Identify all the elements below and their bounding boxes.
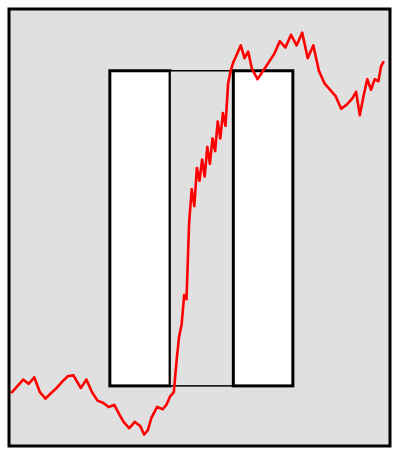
data-point <box>229 69 232 73</box>
data-point <box>49 391 53 395</box>
data-point <box>334 94 337 98</box>
data-point <box>379 65 383 68</box>
data-point <box>168 395 172 398</box>
left-box <box>108 69 172 388</box>
data-point <box>362 94 365 98</box>
data-point <box>247 50 250 53</box>
data-point <box>198 179 201 182</box>
data-point <box>354 90 358 94</box>
data-point <box>340 107 343 111</box>
data-point <box>200 158 204 161</box>
data-point <box>90 391 94 394</box>
data-point <box>256 78 259 81</box>
data-point <box>177 336 181 339</box>
data-point <box>155 405 159 409</box>
data-point <box>239 44 242 47</box>
data-point <box>206 145 209 149</box>
data-point <box>27 382 30 385</box>
right-box <box>231 69 295 388</box>
data-point <box>351 97 354 100</box>
data-point <box>165 403 168 407</box>
data-point <box>16 384 19 388</box>
data-point <box>267 61 270 64</box>
data-point <box>139 424 142 428</box>
data-point <box>172 391 175 394</box>
data-point <box>133 420 136 424</box>
data-point <box>79 386 83 390</box>
data-point <box>75 380 79 383</box>
data-point <box>301 31 304 34</box>
data-point <box>208 162 212 165</box>
data-point <box>122 420 125 424</box>
data-point <box>289 33 293 36</box>
data-point <box>216 120 219 123</box>
data-point <box>382 61 385 64</box>
data-point <box>193 204 196 208</box>
data-point <box>128 427 131 430</box>
data-point <box>219 137 222 140</box>
data-point <box>221 111 225 115</box>
data-point <box>175 357 178 360</box>
data-point <box>232 61 235 64</box>
data-point <box>243 56 246 60</box>
data-point <box>306 56 309 60</box>
data-point <box>66 375 70 378</box>
data-point <box>226 82 230 85</box>
data-point <box>211 137 214 140</box>
data-point <box>323 82 326 85</box>
data-point <box>373 78 376 81</box>
data-point <box>85 378 88 381</box>
annotation-boxes <box>108 69 295 388</box>
data-point <box>369 88 373 92</box>
data-point <box>55 386 58 390</box>
data-point <box>61 380 64 383</box>
data-point <box>203 175 206 178</box>
data-point <box>180 323 183 326</box>
data-point <box>312 44 315 47</box>
data-point <box>284 46 287 49</box>
data-point <box>366 78 369 81</box>
data-point <box>358 114 361 117</box>
data-point <box>295 44 298 47</box>
data-point <box>118 414 122 417</box>
data-point <box>261 69 265 73</box>
data-point <box>273 52 276 55</box>
data-point <box>96 399 99 402</box>
plot-frame <box>7 7 392 448</box>
data-point <box>317 69 321 73</box>
data-point <box>33 376 36 379</box>
data-point <box>44 397 47 400</box>
data-point <box>328 88 332 92</box>
data-point <box>183 293 186 297</box>
data-point <box>235 52 239 55</box>
data-point <box>161 408 164 411</box>
data-point <box>377 80 380 83</box>
data-point <box>195 166 199 170</box>
data-point <box>250 67 254 70</box>
data-point <box>113 403 116 407</box>
data-point <box>278 40 281 43</box>
data-point <box>38 391 42 394</box>
data-point <box>190 188 193 191</box>
data-point <box>142 433 146 436</box>
data-point <box>107 405 110 409</box>
data-point <box>345 103 348 106</box>
data-point <box>72 374 75 377</box>
series-points <box>10 31 385 436</box>
data-point <box>224 124 227 128</box>
data-point <box>150 416 153 419</box>
data-point <box>187 221 191 225</box>
series-line <box>10 31 385 436</box>
data-point <box>10 391 14 394</box>
data-point <box>185 298 188 301</box>
data-point <box>213 149 217 153</box>
data-point <box>101 401 105 404</box>
data-point <box>22 378 25 381</box>
data-point <box>146 429 149 432</box>
